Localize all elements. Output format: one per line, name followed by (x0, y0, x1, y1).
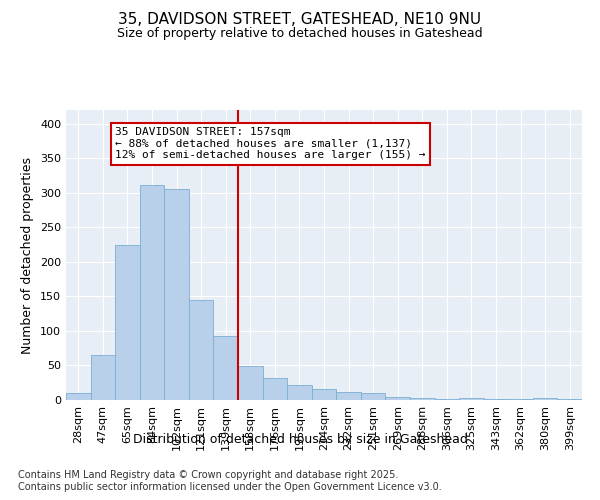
Bar (508, 398, 533, 400)
Bar (66, 393, 91, 400)
Bar (557, 398, 582, 400)
Bar (459, 398, 484, 400)
Bar (385, 396, 410, 400)
Text: Size of property relative to detached houses in Gateshead: Size of property relative to detached ho… (117, 28, 483, 40)
Text: Contains public sector information licensed under the Open Government Licence v3: Contains public sector information licen… (18, 482, 442, 492)
Bar (115, 246, 140, 400)
Bar (238, 366, 263, 400)
Text: Contains HM Land Registry data © Crown copyright and database right 2025.: Contains HM Land Registry data © Crown c… (18, 470, 398, 480)
Bar (91, 355, 115, 400)
Bar (164, 190, 189, 400)
Text: Distribution of detached houses by size in Gateshead: Distribution of detached houses by size … (133, 432, 467, 446)
Text: 35, DAVIDSON STREET, GATESHEAD, NE10 9NU: 35, DAVIDSON STREET, GATESHEAD, NE10 9NU (118, 12, 482, 28)
Bar (484, 398, 508, 400)
Bar (140, 186, 164, 400)
Bar (312, 389, 336, 400)
Y-axis label: Number of detached properties: Number of detached properties (22, 156, 34, 354)
Bar (214, 336, 238, 400)
Text: 35 DAVIDSON STREET: 157sqm
← 88% of detached houses are smaller (1,137)
12% of s: 35 DAVIDSON STREET: 157sqm ← 88% of deta… (115, 128, 425, 160)
Bar (533, 398, 557, 400)
Bar (336, 392, 361, 400)
Bar (361, 393, 385, 400)
Bar (287, 385, 312, 400)
Bar (189, 300, 214, 400)
Bar (410, 398, 434, 400)
Bar (434, 398, 459, 400)
Bar (263, 378, 287, 400)
